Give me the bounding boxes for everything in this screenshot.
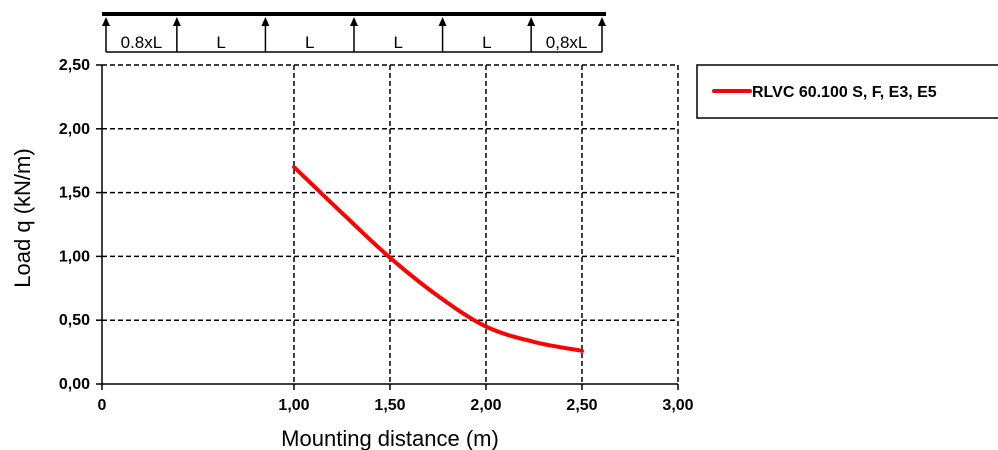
span-label: L xyxy=(305,33,314,52)
span-label: L xyxy=(394,33,403,52)
support-arrow-head xyxy=(102,17,110,26)
support-arrow-head xyxy=(261,17,270,26)
span-label: 0,8xL xyxy=(546,33,588,52)
span-diagram: 0.8xL L L L L 0,8xL xyxy=(102,12,606,53)
y-tick-label: 1,50 xyxy=(59,185,90,202)
series-point xyxy=(581,350,583,352)
series-layer xyxy=(292,165,584,353)
y-axis-title: Load q (kN/m) xyxy=(10,148,35,287)
span-label: L xyxy=(482,33,491,52)
support-arrow-head xyxy=(598,17,606,26)
series-line xyxy=(292,165,584,353)
y-tick-label: 2,50 xyxy=(59,57,90,74)
series-point xyxy=(293,166,295,168)
support-arrow-head xyxy=(350,17,358,26)
legend: RLVC 60.100 S, F, E3, E5 xyxy=(696,64,998,119)
y-tick-label: 2,00 xyxy=(59,121,90,138)
tick-labels: 0 1,00 1,50 2,00 2,50 3,00 0,00 0,50 1,00 1,50 2,0… xyxy=(59,57,694,414)
series-point xyxy=(341,212,343,214)
span-label: L xyxy=(216,33,225,52)
x-tick-label: 2,50 xyxy=(566,397,597,414)
axes xyxy=(96,64,679,390)
series-point xyxy=(437,295,439,297)
x-tick-label: 0 xyxy=(98,397,107,414)
x-axis-title: Mounting distance (m) xyxy=(281,426,499,450)
support-arrow-head xyxy=(172,17,181,26)
support-arrow-head xyxy=(438,17,447,26)
legend-label: RLVC 60.100 S, F, E3, E5 xyxy=(752,84,937,101)
y-tick-label: 0,00 xyxy=(59,376,90,393)
support-arrow-head xyxy=(527,17,536,26)
grid xyxy=(102,64,679,384)
series-point xyxy=(389,256,391,259)
series-point xyxy=(533,341,535,343)
y-tick-label: 0,50 xyxy=(59,312,90,329)
x-tick-label: 3,00 xyxy=(662,397,693,414)
y-tick-label: 1,00 xyxy=(59,248,90,265)
x-tick-label: 2,00 xyxy=(470,397,501,414)
series-point xyxy=(485,325,487,328)
x-tick-label: 1,50 xyxy=(374,397,405,414)
x-tick-label: 1,00 xyxy=(278,397,309,414)
span-label: 0.8xL xyxy=(121,33,163,52)
